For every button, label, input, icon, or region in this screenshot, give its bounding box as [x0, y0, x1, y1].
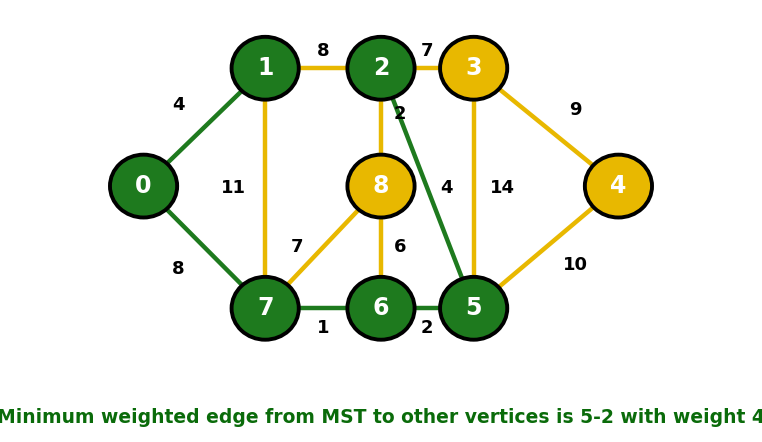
Text: 2: 2 [373, 56, 389, 80]
Text: 4: 4 [172, 96, 184, 114]
Text: 1: 1 [257, 56, 274, 80]
Text: 5: 5 [466, 296, 482, 320]
Ellipse shape [232, 277, 299, 340]
Ellipse shape [347, 277, 415, 340]
Text: 6: 6 [394, 238, 406, 256]
Ellipse shape [232, 37, 299, 99]
Text: 3: 3 [466, 56, 482, 80]
Ellipse shape [110, 155, 177, 217]
Text: 1: 1 [317, 319, 329, 337]
Ellipse shape [347, 37, 415, 99]
Ellipse shape [347, 155, 415, 217]
Text: 0: 0 [136, 174, 152, 198]
Text: 7: 7 [257, 296, 274, 320]
Text: 2: 2 [421, 319, 434, 337]
Text: 8: 8 [373, 174, 389, 198]
Text: 4: 4 [610, 174, 626, 198]
Ellipse shape [440, 37, 507, 99]
Text: 11: 11 [221, 179, 246, 197]
Text: Minimum weighted edge from MST to other vertices is 5-2 with weight 4: Minimum weighted edge from MST to other … [0, 408, 762, 427]
Text: 14: 14 [490, 179, 515, 197]
Text: 9: 9 [568, 101, 581, 119]
Text: 10: 10 [562, 255, 588, 274]
Text: 6: 6 [373, 296, 389, 320]
Text: 7: 7 [421, 42, 434, 60]
Ellipse shape [585, 155, 652, 217]
Ellipse shape [440, 277, 507, 340]
Text: 7: 7 [291, 238, 303, 256]
Text: 8: 8 [317, 42, 329, 60]
Text: 2: 2 [394, 105, 406, 123]
Text: 8: 8 [172, 260, 184, 278]
Text: 4: 4 [440, 179, 453, 197]
